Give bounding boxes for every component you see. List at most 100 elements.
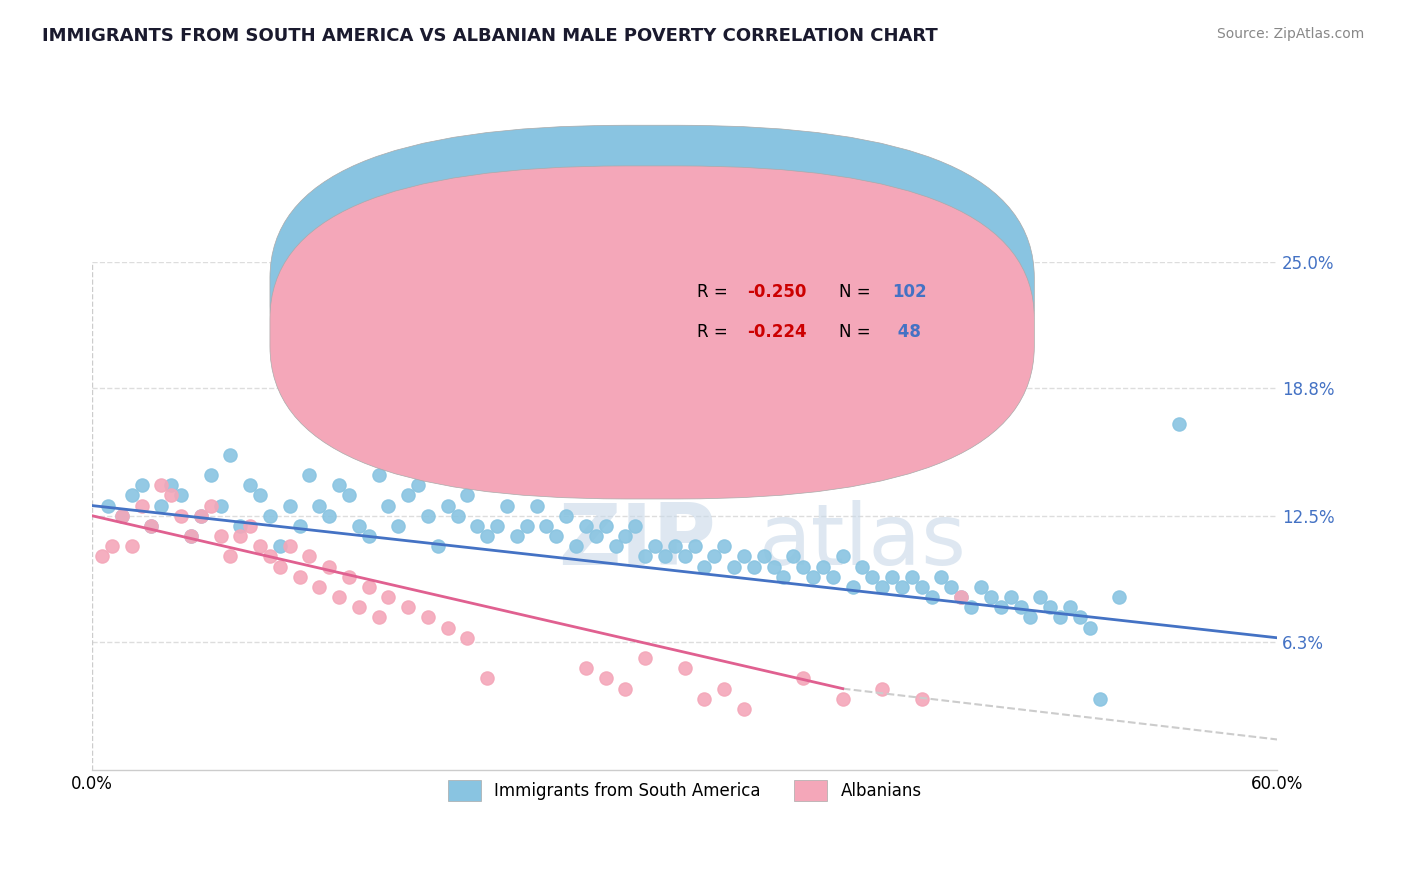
Point [703, 549, 725, 564]
Point [831, 549, 853, 564]
Point [249, 539, 271, 553]
Point [278, 539, 301, 553]
Point [318, 508, 340, 523]
Point [546, 529, 568, 543]
Point [693, 691, 716, 706]
Point [595, 672, 617, 686]
Point [436, 499, 458, 513]
Point [792, 559, 814, 574]
Point [387, 519, 409, 533]
Point [673, 549, 696, 564]
Point [416, 610, 439, 624]
Point [1029, 590, 1052, 604]
Text: IMMIGRANTS FROM SOUTH AMERICA VS ALBANIAN MALE POVERTY CORRELATION CHART: IMMIGRANTS FROM SOUTH AMERICA VS ALBANIA… [42, 27, 938, 45]
Point [1088, 691, 1111, 706]
Point [229, 529, 252, 543]
Point [298, 549, 321, 564]
Point [446, 508, 468, 523]
Point [357, 580, 380, 594]
Point [209, 529, 232, 543]
Point [792, 672, 814, 686]
Point [269, 539, 291, 553]
Point [605, 539, 627, 553]
Point [308, 580, 330, 594]
Point [347, 519, 370, 533]
Point [970, 580, 993, 594]
Point [288, 519, 311, 533]
Point [111, 508, 134, 523]
Point [762, 559, 785, 574]
Point [614, 529, 637, 543]
Point [190, 508, 212, 523]
Point [318, 559, 340, 574]
Point [950, 590, 973, 604]
Point [831, 691, 853, 706]
Point [308, 499, 330, 513]
Point [170, 488, 193, 502]
Point [101, 539, 124, 553]
Point [723, 559, 745, 574]
Point [131, 478, 153, 492]
Point [486, 519, 509, 533]
Point [406, 478, 429, 492]
Point [811, 559, 834, 574]
Point [931, 570, 953, 584]
Point [367, 468, 389, 483]
Point [772, 570, 794, 584]
Point [200, 499, 222, 513]
Point [219, 448, 242, 462]
Point [911, 580, 934, 594]
Point [713, 539, 735, 553]
Point [150, 478, 173, 492]
Point [1000, 590, 1022, 604]
Point [644, 539, 666, 553]
Point [693, 559, 716, 574]
Point [990, 600, 1012, 615]
Point [506, 529, 529, 543]
Point [170, 508, 193, 523]
Point [851, 559, 873, 574]
Point [821, 570, 844, 584]
Point [180, 529, 202, 543]
Point [555, 508, 578, 523]
Point [150, 499, 173, 513]
Point [901, 570, 924, 584]
Point [337, 570, 360, 584]
Point [960, 600, 983, 615]
Point [911, 691, 934, 706]
Point [396, 488, 419, 502]
Text: Source: ZipAtlas.com: Source: ZipAtlas.com [1216, 27, 1364, 41]
Point [575, 519, 598, 533]
Point [111, 508, 134, 523]
Point [1078, 621, 1101, 635]
Point [347, 600, 370, 615]
Point [980, 590, 1002, 604]
Point [328, 478, 350, 492]
Point [456, 488, 478, 502]
Text: R =: R = [696, 283, 733, 301]
Point [357, 529, 380, 543]
FancyBboxPatch shape [270, 166, 1035, 499]
Legend: Immigrants from South America, Albanians: Immigrants from South America, Albanians [441, 773, 928, 807]
Point [209, 499, 232, 513]
Point [683, 539, 706, 553]
Point [1019, 610, 1042, 624]
Point [673, 661, 696, 675]
Text: ZIP: ZIP [558, 500, 716, 582]
Point [121, 539, 143, 553]
Point [614, 681, 637, 696]
Point [396, 600, 419, 615]
Point [239, 478, 262, 492]
Point [141, 519, 163, 533]
Point [477, 529, 499, 543]
Point [595, 519, 617, 533]
Point [1059, 600, 1081, 615]
Point [141, 519, 163, 533]
Point [436, 621, 458, 635]
Point [1167, 417, 1189, 432]
Point [278, 499, 301, 513]
Point [565, 539, 588, 553]
Point [269, 559, 291, 574]
Point [733, 702, 755, 716]
Point [1010, 600, 1032, 615]
